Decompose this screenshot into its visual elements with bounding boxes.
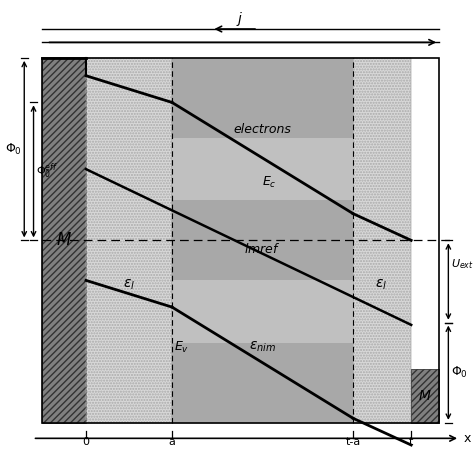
Bar bbox=[172, 281, 353, 342]
Bar bbox=[86, 58, 172, 423]
Text: $\varepsilon_l$: $\varepsilon_l$ bbox=[123, 278, 135, 292]
Bar bbox=[243, 58, 283, 423]
Text: $j$: $j$ bbox=[236, 10, 243, 28]
Bar bbox=[172, 138, 353, 200]
Text: $lmref$: $lmref$ bbox=[244, 242, 281, 256]
Text: 0: 0 bbox=[82, 437, 90, 447]
Bar bbox=[411, 370, 439, 423]
Bar bbox=[283, 58, 313, 423]
Text: x: x bbox=[463, 432, 471, 445]
Bar bbox=[313, 58, 353, 423]
Text: $E_c$: $E_c$ bbox=[262, 175, 277, 190]
Bar bbox=[353, 58, 411, 423]
Text: $\varepsilon_l$: $\varepsilon_l$ bbox=[375, 278, 387, 292]
Bar bbox=[212, 58, 243, 423]
Text: $U_{ext}$: $U_{ext}$ bbox=[451, 257, 474, 271]
Bar bbox=[243, 58, 283, 423]
Bar bbox=[172, 58, 353, 138]
Bar bbox=[411, 370, 439, 423]
Bar bbox=[283, 58, 313, 423]
Text: t-a: t-a bbox=[346, 437, 361, 447]
Bar bbox=[172, 342, 353, 423]
Text: $M$: $M$ bbox=[419, 389, 432, 403]
Bar bbox=[42, 58, 86, 423]
Text: $\Phi_0^{eff}$: $\Phi_0^{eff}$ bbox=[36, 162, 58, 181]
Text: electrons: electrons bbox=[234, 123, 292, 136]
Bar bbox=[42, 58, 86, 423]
Bar bbox=[42, 58, 439, 423]
Bar bbox=[172, 58, 212, 423]
Text: $M$: $M$ bbox=[56, 232, 72, 249]
Bar bbox=[313, 58, 353, 423]
Bar bbox=[86, 58, 172, 423]
Text: $E_v$: $E_v$ bbox=[173, 340, 189, 355]
Bar bbox=[212, 58, 243, 423]
Bar bbox=[353, 58, 411, 423]
Text: $\Phi_0$: $\Phi_0$ bbox=[5, 142, 22, 157]
Bar bbox=[172, 58, 212, 423]
Text: $\varepsilon_{nim}$: $\varepsilon_{nim}$ bbox=[249, 340, 276, 354]
Text: t: t bbox=[409, 437, 413, 447]
Bar bbox=[172, 200, 353, 281]
Text: $\Phi_0$: $\Phi_0$ bbox=[451, 365, 468, 380]
Text: a: a bbox=[169, 437, 175, 447]
